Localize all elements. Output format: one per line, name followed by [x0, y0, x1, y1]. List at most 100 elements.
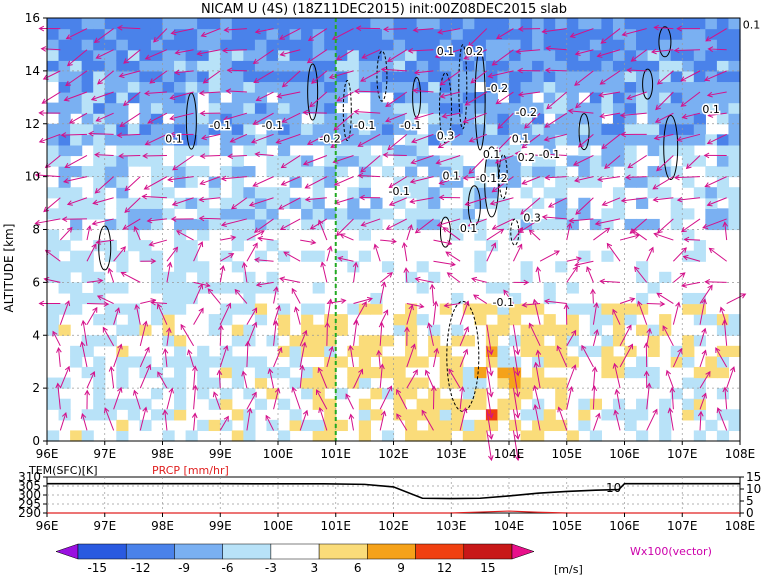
shade-cell: [451, 292, 464, 305]
shade-cell: [381, 430, 395, 442]
wind-vector: [156, 303, 168, 325]
shade-cell: [497, 123, 510, 135]
shade-cell: [278, 187, 291, 199]
wind-vector: [328, 70, 354, 80]
shade-cell: [532, 303, 545, 315]
shade-cell: [705, 92, 718, 104]
colorbar-tick-label: -15: [87, 561, 107, 575]
shade-cell: [601, 345, 614, 357]
wind-vector: [171, 197, 194, 207]
shade-cell: [624, 18, 637, 30]
wind-vector: [34, 218, 61, 226]
shade-cell: [474, 70, 487, 83]
shade-cell: [185, 123, 198, 135]
shade-cell: [47, 144, 60, 157]
shade-cell: [381, 335, 395, 347]
shade-cell: [289, 49, 302, 61]
shade-cell: [324, 134, 337, 146]
shade-cell: [416, 60, 429, 72]
shade-cell: [647, 282, 660, 294]
wind-vector: [412, 27, 434, 33]
shade-cell: [451, 81, 464, 93]
shade-cell: [185, 92, 198, 104]
shade-cell: [220, 49, 233, 61]
wind-vector: [198, 196, 221, 203]
wind-vector: [463, 49, 487, 60]
shade-cell: [58, 271, 71, 283]
shade-cell: [439, 28, 452, 40]
x-tick-label: 103E: [436, 447, 467, 461]
shade-cell: [636, 271, 649, 283]
shade-cell: [474, 377, 487, 389]
shade-cell: [93, 366, 106, 379]
shade-cell: [81, 102, 94, 114]
shade-cell: [208, 377, 221, 389]
shade-cell: [462, 430, 475, 442]
wind-vector: [311, 70, 328, 84]
shade-cell: [532, 430, 545, 442]
shade-cell: [289, 419, 302, 432]
shade-cell: [520, 303, 533, 315]
shade-cell: [566, 123, 579, 135]
shade-cell: [693, 430, 706, 442]
shade-cell: [451, 60, 464, 72]
shade-cell: [370, 303, 383, 315]
shade-cell: [197, 229, 210, 241]
shade-cell: [127, 81, 140, 93]
wind-vector: [646, 408, 658, 431]
shade-cell: [705, 18, 718, 30]
wind-vector: [88, 130, 114, 137]
shade-cell: [93, 49, 106, 61]
shade-cell: [405, 134, 418, 146]
shade-cell: [47, 430, 60, 442]
shade-cell: [705, 314, 718, 326]
shade-cell: [716, 92, 730, 104]
wind-vector: [139, 320, 149, 346]
wind-vector: [166, 246, 179, 262]
wind-vector: [426, 322, 434, 346]
contour-lines: [98, 26, 679, 412]
shade-cell: [127, 123, 140, 135]
shade-cell: [324, 92, 337, 104]
y-axis-label: ALTITUDE [km]: [2, 224, 16, 313]
shade-cell: [555, 28, 568, 40]
shade-cell: [555, 197, 568, 209]
shade-cell: [358, 70, 371, 83]
shade-cell: [139, 419, 152, 432]
colorbar-tick-label: 3: [310, 561, 318, 575]
shade-cell: [220, 388, 233, 400]
shade-cell: [139, 398, 152, 410]
shade-cell: [566, 70, 579, 83]
shade-cell: [335, 18, 348, 30]
shade-cell: [405, 430, 418, 442]
shade-cell: [358, 28, 371, 40]
shade-cell: [428, 102, 441, 114]
shade-cell: [370, 102, 383, 114]
shade-cell: [324, 123, 337, 135]
wind-vector: [140, 258, 157, 265]
wind-vector: [113, 343, 123, 368]
wind-vector: [220, 235, 237, 241]
wind-vector: [703, 152, 727, 159]
shade-cell: [254, 113, 268, 125]
shade-cell: [589, 49, 602, 61]
shade-cell: [243, 113, 256, 125]
shade-cell: [647, 176, 660, 188]
shade-cell: [81, 166, 94, 178]
shade-cell: [624, 155, 637, 167]
wind-vector: [557, 406, 568, 431]
shade-cell: [693, 39, 706, 51]
shade-cell: [405, 49, 418, 61]
shade-cell: [497, 60, 510, 72]
wind-vector: [673, 247, 687, 262]
shade-cell: [428, 28, 441, 40]
colorbar-tick-label: -6: [222, 561, 234, 575]
shade-cell: [462, 134, 475, 146]
shade-cell: [243, 60, 256, 72]
shade-cell: [335, 166, 348, 178]
shade-cell: [497, 282, 510, 294]
wind-vector: [279, 28, 301, 40]
wind-vector: [592, 412, 601, 431]
shade-cell: [659, 28, 672, 40]
